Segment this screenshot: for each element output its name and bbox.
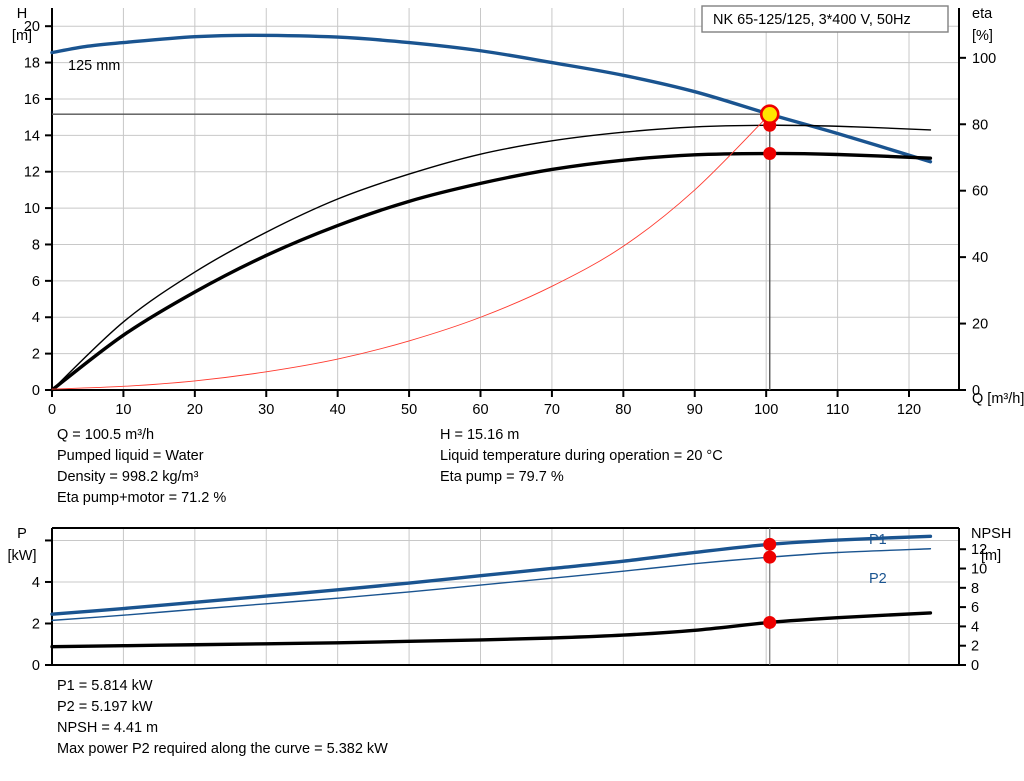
power-info-line-0: P1 = 5.814 kW: [57, 678, 153, 694]
power-y-axis-label-line1: P: [17, 526, 27, 542]
head-y-tick-label: 14: [24, 128, 40, 144]
duty-info-left: Q = 100.5 m³/h Pumped liquid = Water Den…: [57, 425, 226, 509]
power-curve-p2: [51, 548, 932, 622]
power-marker: [763, 537, 777, 551]
head-y-tick-label: 6: [32, 274, 40, 290]
duty-info-left-line-1: Pumped liquid = Water: [57, 448, 204, 464]
head-y-tick-label: 12: [24, 165, 40, 181]
head-chart: 0 2 4 6 8 10 12 14 16 18 20 0 10 20 30 40 50 60 70 80 90 100 1…: [24, 8, 996, 418]
power-curve-p1: [50, 534, 933, 616]
power-series-label-p2: P2: [869, 571, 887, 587]
head-eta-tick-label: 80: [972, 117, 988, 133]
duty-info-left-line-0: Q = 100.5 m³/h: [57, 427, 155, 443]
head-eta-tick-label: 100: [972, 51, 996, 67]
head-x-tick-label: 90: [687, 402, 703, 418]
power-info-line-1: P2 = 5.197 kW: [57, 699, 153, 715]
head-y-tick-label: 0: [32, 383, 40, 399]
power-y-tick-label: 2: [32, 616, 40, 632]
head-chart-labels: H [m] eta [%] Q [m³/h] 125 mm: [12, 6, 1024, 407]
duty-info-right-line-2: Eta pump = 79.7 %: [440, 469, 564, 485]
power-npsh-tick-label: 4: [971, 619, 979, 635]
head-x-tick-label: 70: [544, 402, 560, 418]
head-eta-axis-label-line1: eta: [972, 6, 993, 22]
duty-info-right: H = 15.16 m Liquid temperature during op…: [440, 425, 723, 488]
head-eta-axis-label-line2: [%]: [972, 28, 993, 44]
head-x-tick-label: 50: [401, 402, 417, 418]
power-npsh-axis-label-line1: NPSH: [971, 526, 1011, 542]
power-npsh-tick-label: 10: [971, 562, 987, 578]
head-x-tick-label: 30: [258, 402, 274, 418]
power-chart-labels: P [kW] NPSH [m] P1 P2: [8, 526, 1012, 587]
impeller-size-label: 125 mm: [68, 58, 120, 74]
head-x-axis-label: Q [m³/h]: [972, 391, 1024, 407]
head-y-tick-label: 2: [32, 347, 40, 363]
head-y-tick-label: 8: [32, 237, 40, 253]
head-x-tick-label: 110: [826, 402, 849, 418]
head-x-tick-label: 120: [897, 402, 921, 418]
duty-point-marker[interactable]: [759, 104, 780, 125]
title-box-frame: [701, 5, 949, 33]
head-x-tick-label: 100: [754, 402, 778, 418]
head-curve-system-required-curve: [51, 113, 771, 390]
head-y-tick-label: 4: [32, 310, 40, 326]
title-box-label: NK 65-125/125, 3*400 V, 50Hz: [713, 12, 911, 28]
head-y-tick-label: 18: [24, 56, 40, 72]
head-curve-eta-pump-motor: [50, 151, 933, 392]
duty-info-left-line-3: Eta pump+motor = 71.2 %: [57, 490, 227, 506]
head-x-tick-label: 0: [48, 402, 56, 418]
head-x-tick-label: 10: [115, 402, 131, 418]
head-eta-tick-label: 0: [972, 383, 980, 399]
head-x-tick-label: 20: [187, 402, 203, 418]
head-y-tick-label: 20: [24, 19, 40, 35]
power-npsh-tick-label: 0: [971, 658, 979, 674]
power-npsh-tick-label: 6: [971, 600, 979, 616]
power-npsh-tick-label: 8: [971, 581, 979, 597]
duty-info-right-line-0: H = 15.16 m: [440, 427, 520, 443]
power-chart: 0 2 4 0 2 4 6 8 10 12: [32, 527, 987, 674]
power-npsh-axis-label-line2: [m]: [981, 548, 1001, 564]
head-x-tick-label: 60: [472, 402, 488, 418]
power-y-axis-label-line2: [kW]: [8, 548, 37, 564]
power-curve-npsh: [50, 611, 933, 649]
power-marker: [763, 550, 777, 564]
head-y-tick-label: 10: [24, 201, 40, 217]
head-x-tick-label: 80: [615, 402, 631, 418]
power-info-line-3: Max power P2 required along the curve = …: [57, 741, 388, 757]
head-x-tick-label: 40: [330, 402, 346, 418]
power-npsh-tick-label: 12: [971, 542, 987, 558]
head-eta-marker: [763, 146, 777, 160]
duty-info-right-line-1: Liquid temperature during operation = 20…: [440, 448, 723, 464]
power-npsh-tick-label: 2: [971, 639, 979, 655]
head-eta-tick-label: 40: [972, 250, 988, 266]
duty-info-left-line-2: Density = 998.2 kg/m³: [57, 469, 199, 485]
head-eta-tick-label: 20: [972, 317, 988, 333]
head-curve-eta-pump: [51, 124, 932, 391]
power-y-tick-label: 4: [32, 575, 40, 591]
head-eta-tick-label: 60: [972, 184, 988, 200]
power-y-tick-label: 0: [32, 658, 40, 674]
head-y-axis-label-line1: H: [17, 6, 27, 22]
head-y-axis-label-line2: [m]: [12, 28, 32, 44]
power-info: P1 = 5.814 kW P2 = 5.197 kW NPSH = 4.41 …: [57, 676, 388, 760]
power-info-line-2: NPSH = 4.41 m: [57, 720, 159, 736]
power-series-label-p1: P1: [869, 532, 887, 548]
title-box: NK 65-125/125, 3*400 V, 50Hz: [701, 5, 949, 33]
power-marker: [763, 615, 777, 629]
head-y-tick-label: 16: [24, 92, 40, 108]
